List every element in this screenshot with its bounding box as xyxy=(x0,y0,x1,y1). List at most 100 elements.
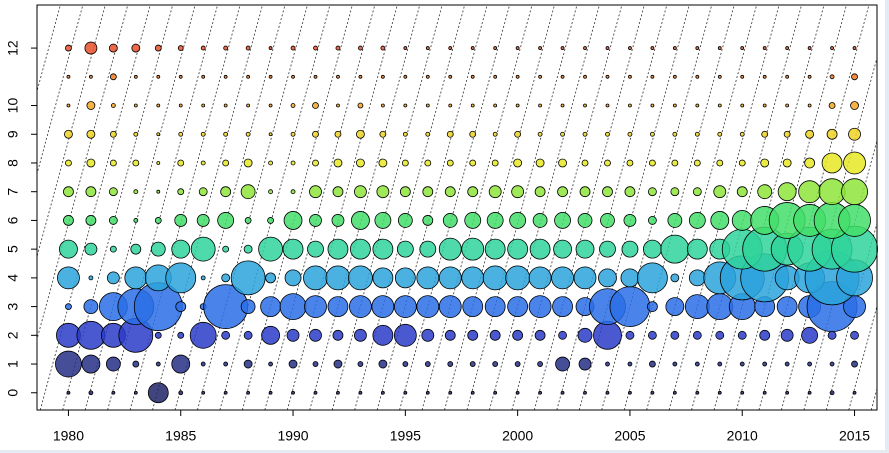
bubble xyxy=(196,214,210,227)
cohort-line xyxy=(354,5,466,410)
bubble xyxy=(693,159,701,167)
bubble xyxy=(268,74,273,79)
bubble xyxy=(133,189,139,195)
bubble xyxy=(552,296,573,317)
cohort-line xyxy=(219,5,331,410)
bubble xyxy=(177,188,185,196)
bubble xyxy=(665,297,685,316)
bubble xyxy=(716,159,724,167)
bubble xyxy=(807,74,812,79)
bubble xyxy=(421,328,435,342)
bubble xyxy=(66,103,71,108)
bubble xyxy=(827,330,837,340)
y-tick-label: 10 xyxy=(5,98,21,114)
bubble xyxy=(593,320,622,350)
bubble xyxy=(108,216,118,225)
bubble xyxy=(268,189,273,195)
x-tick-label: 1980 xyxy=(53,428,84,444)
bubble xyxy=(448,390,453,395)
bubble xyxy=(332,186,344,198)
bubble xyxy=(425,46,430,50)
bubble xyxy=(762,103,767,108)
bubble xyxy=(599,240,616,258)
bubble xyxy=(583,46,587,50)
bubble xyxy=(178,131,184,137)
bubble xyxy=(484,238,506,260)
bubble xyxy=(379,130,387,138)
bubble xyxy=(64,129,73,139)
bubble xyxy=(643,239,662,259)
cohort-line xyxy=(556,5,668,410)
bubble xyxy=(821,152,843,174)
bubble xyxy=(740,74,745,79)
bubble xyxy=(290,131,296,137)
bubble xyxy=(312,102,319,109)
bubble xyxy=(221,273,231,283)
x-tick-label: 2010 xyxy=(727,428,758,444)
cohort-line xyxy=(444,5,555,410)
cohort-line xyxy=(399,5,510,410)
bubble xyxy=(670,273,680,283)
bubble xyxy=(534,329,546,341)
bubble xyxy=(268,103,273,108)
bubble xyxy=(109,159,117,167)
bubble xyxy=(109,130,117,138)
bubble xyxy=(553,239,572,259)
bubble xyxy=(356,158,365,168)
bubble xyxy=(171,239,191,259)
bubble xyxy=(85,186,97,198)
cohort-line xyxy=(37,5,129,341)
bubble xyxy=(222,159,230,167)
bubble xyxy=(850,101,859,110)
bubble xyxy=(648,330,657,340)
bubble xyxy=(621,240,639,258)
bubble xyxy=(534,186,546,198)
bubble xyxy=(312,159,319,167)
cohort-line xyxy=(37,5,106,258)
bubble xyxy=(650,390,655,395)
bubble xyxy=(740,46,745,50)
bubble xyxy=(717,131,723,137)
y-tick-label: 4 xyxy=(5,274,21,282)
cohort-line xyxy=(152,5,263,410)
bubble xyxy=(334,130,342,138)
bubble xyxy=(57,266,80,290)
bubble xyxy=(130,243,142,255)
bubble xyxy=(715,330,725,340)
bubble xyxy=(513,158,523,168)
bubble xyxy=(672,361,678,367)
bubble xyxy=(529,238,551,260)
bubble xyxy=(403,46,408,50)
bubble xyxy=(425,131,431,137)
bubble xyxy=(492,131,498,137)
bubble xyxy=(223,131,229,137)
bubble xyxy=(538,74,543,79)
bubble xyxy=(649,159,656,167)
cohort-line xyxy=(331,5,443,410)
bubble xyxy=(356,129,365,139)
bubble xyxy=(331,214,345,227)
bubble xyxy=(573,266,597,290)
bubble xyxy=(446,159,454,167)
bubble xyxy=(290,189,296,195)
bubble xyxy=(780,328,794,342)
bubble xyxy=(63,186,74,198)
bubble xyxy=(307,240,324,258)
y-tick-label: 8 xyxy=(5,159,21,167)
cohort-line xyxy=(601,5,713,410)
bubble xyxy=(265,272,276,284)
bubble xyxy=(648,187,657,197)
bubble xyxy=(190,236,216,262)
bubble xyxy=(358,390,363,395)
bubble xyxy=(609,286,651,327)
bubble xyxy=(581,159,589,167)
bubble xyxy=(243,330,253,340)
bubble xyxy=(268,160,273,166)
bubble xyxy=(372,267,394,289)
bubble xyxy=(538,390,543,395)
bubble xyxy=(246,103,251,108)
bubble xyxy=(109,73,117,81)
bubble xyxy=(648,216,657,225)
bubble xyxy=(851,73,858,81)
